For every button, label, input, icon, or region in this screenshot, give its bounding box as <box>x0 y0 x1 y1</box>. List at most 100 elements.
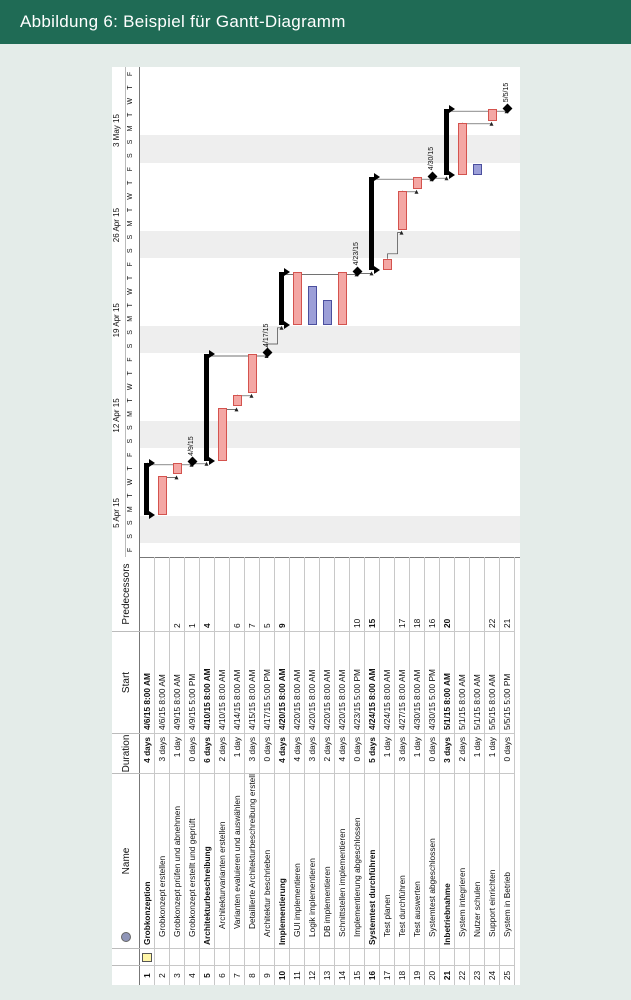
task-id-cell[interactable]: 18 <box>395 965 410 985</box>
task-duration-cell[interactable]: 4 days <box>335 733 350 773</box>
task-start-cell[interactable]: 4/17/15 5:00 PM <box>260 631 275 733</box>
task-predecessors-cell[interactable] <box>290 557 305 631</box>
table-row[interactable]: 9 Architektur beschrieben 0 days 4/17/15 5:… <box>260 557 275 985</box>
task-id-cell[interactable]: 20 <box>425 965 440 985</box>
duration-column-header[interactable]: Duration <box>112 733 140 773</box>
task-duration-cell[interactable]: 2 days <box>215 733 230 773</box>
task-name-cell[interactable]: Grobkonzept erstellt und geprüft <box>185 773 200 948</box>
task-name-cell[interactable]: Architekturbeschreibung <box>200 773 215 948</box>
task-start-cell[interactable]: 4/30/15 5:00 PM <box>425 631 440 733</box>
task-name-cell[interactable]: GUI implementieren <box>290 773 305 948</box>
task-duration-cell[interactable]: 0 days <box>500 733 515 773</box>
task-predecessors-cell[interactable]: 7 <box>247 623 257 628</box>
task-id-cell[interactable]: 21 <box>440 965 455 985</box>
task-predecessors-cell[interactable]: 5 <box>262 623 272 628</box>
task-id-cell[interactable]: 1 <box>140 965 155 985</box>
task-predecessors-cell[interactable]: 17 <box>397 618 407 628</box>
task-bar[interactable] <box>338 272 347 325</box>
task-bar[interactable] <box>173 462 182 475</box>
task-name-cell[interactable]: System integrieren <box>455 773 470 948</box>
task-start-cell[interactable]: 4/6/15 8:00 AM <box>155 631 170 733</box>
task-predecessors-cell[interactable] <box>140 557 155 631</box>
task-duration-cell[interactable]: 0 days <box>185 733 200 773</box>
task-duration-cell[interactable]: 4 days <box>290 733 305 773</box>
task-name-cell[interactable]: Implementierung abgeschlossen <box>350 773 365 948</box>
table-row[interactable]: 24 Support einrichten 1 day 5/5/15 8:00 AM 2… <box>485 557 500 985</box>
task-duration-cell[interactable]: 2 days <box>455 733 470 773</box>
task-duration-cell[interactable]: 3 days <box>395 733 410 773</box>
task-start-cell[interactable]: 4/14/15 8:00 AM <box>230 631 245 733</box>
summary-bar[interactable] <box>203 354 209 461</box>
table-row[interactable]: 8 Detaillierte Architekturbeschreibung er… <box>245 557 260 985</box>
task-bar[interactable] <box>458 122 467 176</box>
task-predecessors-cell[interactable]: 20 <box>442 618 452 628</box>
task-name-cell[interactable]: Schnittstellen implementieren <box>335 773 350 948</box>
task-predecessors-cell[interactable] <box>455 557 470 631</box>
task-start-cell[interactable]: 4/15/15 8:00 AM <box>245 631 260 733</box>
table-row[interactable]: 18 Test durchführen 3 days 4/27/15 8:00 AM 1… <box>395 557 410 985</box>
task-name-cell[interactable]: Logik implementieren <box>305 773 320 948</box>
task-start-cell[interactable]: 4/24/15 8:00 AM <box>365 631 380 733</box>
table-row[interactable]: 14 Schnittstellen implementieren 4 days 4/2… <box>335 557 350 985</box>
task-id-cell[interactable]: 4 <box>185 965 200 985</box>
task-name-cell[interactable]: Grobkonzeption <box>140 773 155 948</box>
task-predecessors-cell[interactable] <box>320 557 335 631</box>
task-predecessors-cell[interactable]: 10 <box>352 618 362 628</box>
task-start-cell[interactable]: 4/20/15 8:00 AM <box>305 631 320 733</box>
task-bar[interactable] <box>413 177 422 189</box>
task-duration-cell[interactable]: 4 days <box>275 733 290 773</box>
task-start-cell[interactable]: 4/20/15 8:00 AM <box>335 631 350 733</box>
table-row[interactable]: 13 DB implementieren 2 days 4/20/15 8:00 AM <box>320 557 335 985</box>
task-name-cell[interactable]: Test auswerten <box>410 773 425 948</box>
table-row[interactable]: 1 Grobkonzeption 4 days 4/6/15 8:00 AM <box>140 557 155 985</box>
task-duration-cell[interactable]: 0 days <box>350 733 365 773</box>
task-bar[interactable] <box>383 258 392 271</box>
resource-task-bar[interactable] <box>323 299 332 325</box>
task-predecessors-cell[interactable]: 4 <box>202 623 212 628</box>
table-row[interactable]: 16 Systemtest durchführen 5 days 4/24/15 8:… <box>365 557 380 985</box>
start-column-header[interactable]: Start <box>112 631 140 733</box>
task-bar[interactable] <box>488 109 497 121</box>
task-duration-cell[interactable]: 3 days <box>245 733 260 773</box>
table-row[interactable]: 5 Architekturbeschreibung 6 days 4/10/15 8:… <box>200 557 215 985</box>
task-duration-cell[interactable]: 0 days <box>425 733 440 773</box>
table-row[interactable]: 11 GUI implementieren 4 days 4/20/15 8:00 A… <box>290 557 305 985</box>
task-id-cell[interactable]: 23 <box>470 965 485 985</box>
task-predecessors-cell[interactable]: 1 <box>187 623 197 628</box>
task-predecessors-cell[interactable]: 6 <box>232 623 242 628</box>
task-id-cell[interactable]: 8 <box>245 965 260 985</box>
task-id-cell[interactable]: 7 <box>230 965 245 985</box>
task-start-cell[interactable]: 4/9/15 5:00 PM <box>185 631 200 733</box>
task-id-cell[interactable]: 17 <box>380 965 395 985</box>
task-duration-cell[interactable]: 3 days <box>440 733 455 773</box>
table-row[interactable]: 3 Grobkonzept prüfen und abnehmen 1 day 4/9… <box>170 557 185 985</box>
table-row[interactable]: 2 Grobkonzept erstellen 3 days 4/6/15 8:00 … <box>155 557 170 985</box>
task-id-cell[interactable]: 5 <box>200 965 215 985</box>
task-predecessors-cell[interactable] <box>305 557 320 631</box>
task-bar[interactable] <box>218 408 227 461</box>
task-bar[interactable] <box>233 394 242 407</box>
task-start-cell[interactable]: 4/30/15 8:00 AM <box>410 631 425 733</box>
task-id-cell[interactable]: 3 <box>170 965 185 985</box>
table-row[interactable]: 23 Nutzer schulen 1 day 5/1/15 8:00 AM <box>470 557 485 985</box>
task-duration-cell[interactable]: 0 days <box>260 733 275 773</box>
task-duration-cell[interactable]: 3 days <box>305 733 320 773</box>
table-row[interactable]: 17 Test planen 1 day 4/24/15 8:00 AM <box>380 557 395 985</box>
table-row[interactable]: 15 Implementierung abgeschlossen 0 days 4/2… <box>350 557 365 985</box>
task-start-cell[interactable]: 4/10/15 8:00 AM <box>215 631 230 733</box>
task-name-cell[interactable]: Systemtest abgeschlossen <box>425 773 440 948</box>
note-indicator-icon[interactable] <box>142 953 152 962</box>
task-id-cell[interactable]: 9 <box>260 965 275 985</box>
task-id-cell[interactable]: 22 <box>455 965 470 985</box>
task-start-cell[interactable]: 4/23/15 5:00 PM <box>350 631 365 733</box>
task-predecessors-cell[interactable]: 15 <box>367 618 377 628</box>
task-duration-cell[interactable]: 1 day <box>485 733 500 773</box>
task-id-cell[interactable]: 19 <box>410 965 425 985</box>
resource-task-bar[interactable] <box>308 286 317 325</box>
task-start-cell[interactable]: 4/27/15 8:00 AM <box>395 631 410 733</box>
task-name-cell[interactable]: Grobkonzept erstellen <box>155 773 170 948</box>
task-start-cell[interactable]: 4/6/15 8:00 AM <box>140 631 155 733</box>
task-predecessors-cell[interactable] <box>470 557 485 631</box>
task-name-cell[interactable]: Test durchführen <box>395 773 410 948</box>
table-row[interactable]: 7 Varianten evaluieren und auswählen 1 day… <box>230 557 245 985</box>
